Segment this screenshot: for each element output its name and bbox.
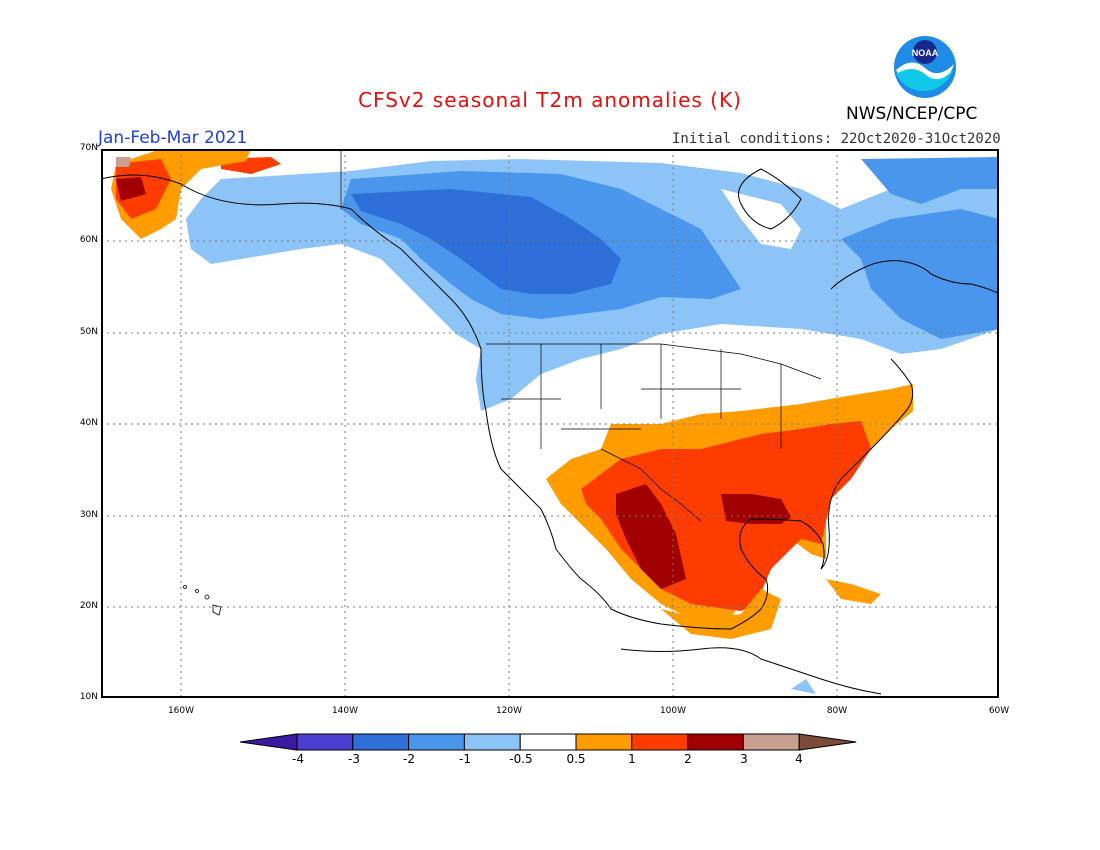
- colorbar: [240, 733, 857, 751]
- colorbar-label: -4: [292, 752, 304, 766]
- map-title: CFSv2 seasonal T2m anomalies (K): [358, 88, 742, 112]
- forecast-period: Jan-Feb-Mar 2021: [98, 128, 248, 148]
- lat-label-30n: 30N: [79, 510, 98, 520]
- initial-conditions: Initial conditions: 22Oct2020-31Oct2020: [672, 131, 1001, 147]
- agency-label: NWS/NCEP/CPC: [846, 104, 978, 124]
- colorbar-segment: [408, 733, 465, 751]
- hawaii-islands: [183, 585, 222, 616]
- lon-label-60w: 60W: [988, 706, 1010, 716]
- colorbar-label: -1: [459, 752, 471, 766]
- lon-label-100w: 100W: [659, 706, 687, 716]
- lat-label-10n: 10N: [79, 692, 98, 702]
- colorbar-label: -2: [403, 752, 415, 766]
- lat-label-70n: 70N: [79, 143, 98, 153]
- colorbar-segment: [352, 733, 410, 751]
- colorbar-segment: [240, 733, 298, 751]
- colorbar-label: -0.5: [509, 752, 533, 766]
- colorbar-segment: [687, 733, 744, 751]
- graticule: [101, 149, 999, 698]
- colorbar-label: -3: [348, 752, 360, 766]
- boundaries: [340, 149, 822, 522]
- colorbar-segment: [519, 733, 577, 751]
- colorbar-segment: [575, 733, 633, 751]
- lon-label-80w: 80W: [826, 706, 848, 716]
- colorbar-segment: [798, 733, 857, 751]
- colorbar-label: 0.5: [566, 752, 586, 766]
- logo-text: NOAA: [912, 48, 939, 58]
- anomaly-map: [101, 149, 999, 698]
- lat-label-60n: 60N: [79, 235, 98, 245]
- colorbar-segment: [463, 733, 521, 751]
- noaa-logo: NOAA: [894, 36, 956, 98]
- colorbar-label: 4: [795, 752, 803, 766]
- lat-label-40n: 40N: [79, 418, 98, 428]
- lon-label-120w: 120W: [495, 706, 523, 716]
- colorbar-segment: [296, 733, 354, 751]
- colorbar-label: 3: [740, 752, 748, 766]
- lon-label-160w: 160W: [167, 706, 195, 716]
- colorbar-segment: [742, 733, 800, 751]
- lat-label-20n: 20N: [79, 601, 98, 611]
- lat-label-50n: 50N: [79, 327, 98, 337]
- lon-label-140w: 140W: [331, 706, 359, 716]
- colorbar-label: 2: [684, 752, 692, 766]
- colorbar-segment: [631, 733, 689, 751]
- colorbar-label: 1: [628, 752, 636, 766]
